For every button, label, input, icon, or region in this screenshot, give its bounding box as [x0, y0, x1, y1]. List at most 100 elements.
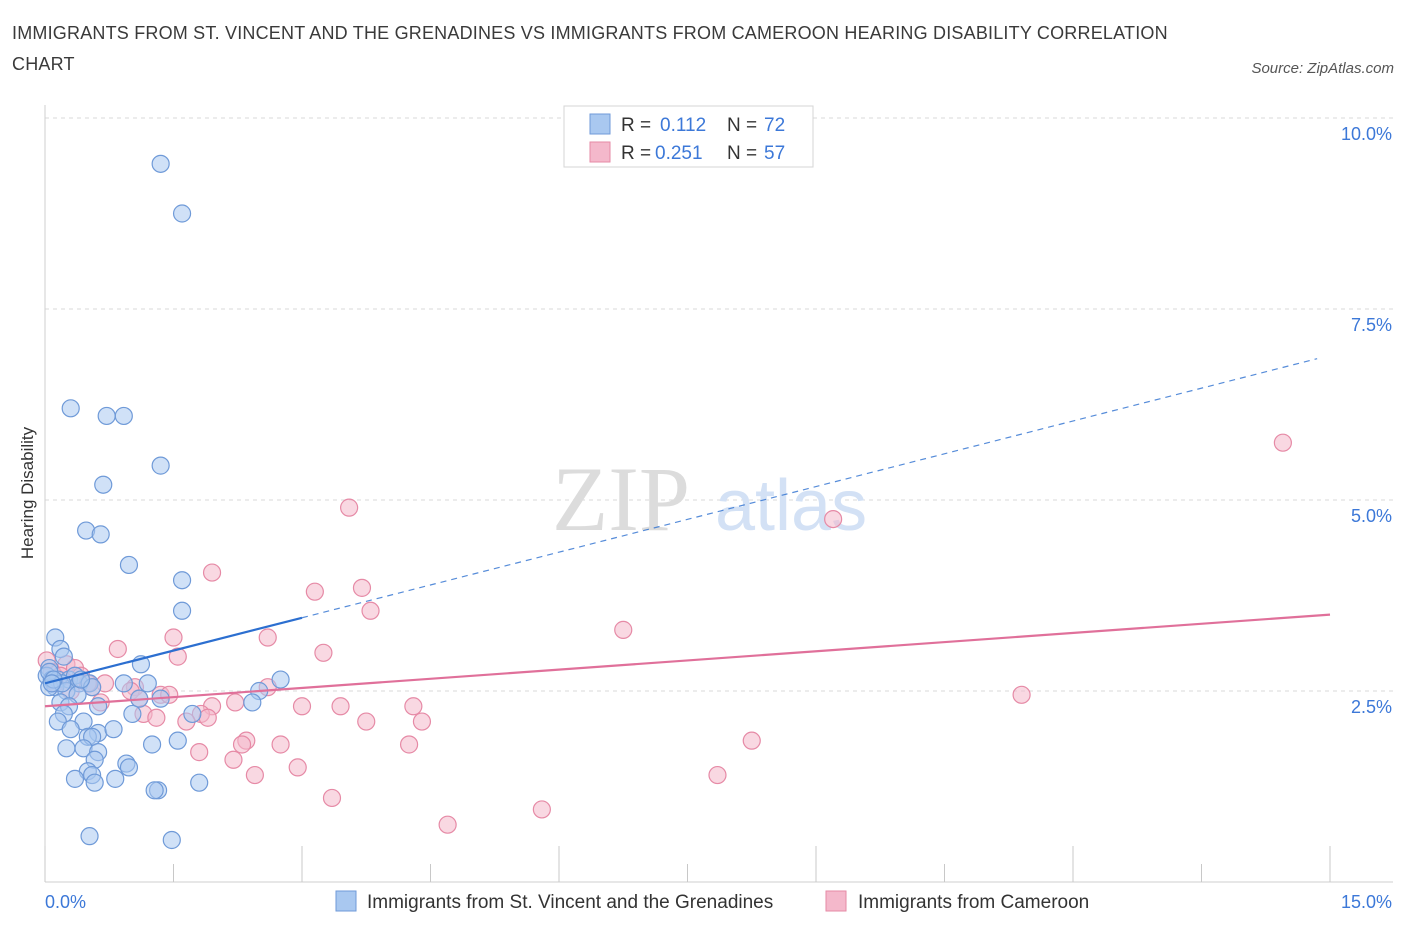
point-st-vincent	[114, 674, 133, 693]
y-tick-label: 7.5%	[1351, 315, 1392, 335]
point-cameroon	[824, 509, 843, 529]
point-st-vincent	[114, 406, 133, 426]
point-cameroon	[292, 697, 312, 716]
point-st-vincent	[89, 697, 108, 716]
point-st-vincent	[172, 204, 192, 223]
point-cameroon	[147, 708, 166, 727]
legend-swatch-blue	[589, 113, 611, 135]
legend-bottom: Immigrants from St. Vincent and the Gren…	[335, 890, 1089, 913]
point-st-vincent	[91, 525, 110, 544]
legend-r-label-2: R =	[621, 143, 651, 164]
point-st-vincent	[119, 555, 139, 575]
point-cameroon	[258, 628, 277, 647]
point-st-vincent	[145, 781, 164, 800]
y-tick-label: 10.0%	[1341, 124, 1392, 144]
point-cameroon	[226, 693, 245, 712]
point-st-vincent	[80, 827, 99, 846]
point-st-vincent	[243, 693, 262, 712]
point-cameroon	[164, 628, 183, 647]
point-st-vincent	[162, 830, 181, 850]
point-cameroon	[1012, 685, 1031, 704]
point-cameroon	[532, 800, 551, 819]
legend-bottom-swatch-pink	[825, 890, 847, 912]
point-st-vincent	[142, 735, 162, 754]
point-cameroon	[1273, 433, 1292, 452]
point-st-vincent	[61, 399, 80, 418]
trend-line-st-vincent-solid	[44, 616, 303, 685]
point-cameroon	[202, 563, 222, 582]
point-cameroon	[190, 743, 209, 762]
point-cameroon	[352, 578, 372, 597]
point-cameroon	[271, 735, 290, 754]
legend-bottom-label-pink: Immigrants from Cameroon	[858, 892, 1089, 913]
legend-n-value-1: 72	[764, 115, 785, 136]
point-cameroon	[305, 582, 324, 601]
grid-lines	[45, 117, 1393, 692]
legend-r-value-1: 0.112	[660, 115, 706, 136]
point-cameroon	[614, 620, 633, 639]
trend-line-cameroon	[44, 613, 1331, 708]
point-st-vincent	[85, 773, 104, 792]
x-axis-ticks	[44, 846, 1331, 882]
x-tick-label-min: 0.0%	[45, 892, 86, 912]
x-tick-label-max: 15.0%	[1341, 892, 1392, 912]
trend-lines	[44, 358, 1331, 708]
point-cameroon	[361, 601, 380, 620]
point-st-vincent	[183, 704, 202, 724]
point-cameroon	[198, 708, 217, 727]
legend-r-value-2: 0.251	[655, 143, 703, 164]
point-st-vincent	[42, 674, 61, 693]
legend-n-label-1: N =	[727, 115, 757, 136]
legend-r-label-1: R =	[621, 115, 651, 136]
series-st-vincent-points	[37, 154, 290, 850]
chart-title: IMMIGRANTS FROM ST. VINCENT AND THE GREN…	[12, 23, 1168, 74]
point-st-vincent	[190, 773, 209, 792]
watermark-atlas: atlas	[715, 466, 867, 546]
point-st-vincent	[97, 406, 116, 426]
point-st-vincent	[168, 731, 187, 750]
point-st-vincent	[172, 571, 192, 590]
trend-line-st-vincent-dashed	[301, 358, 1318, 619]
point-st-vincent	[119, 758, 139, 777]
legend-bottom-swatch-blue	[335, 890, 357, 912]
point-st-vincent	[65, 769, 85, 788]
point-st-vincent	[54, 647, 73, 666]
point-st-vincent	[94, 475, 113, 494]
point-cameroon	[742, 731, 761, 750]
point-st-vincent	[104, 720, 123, 739]
legend-n-value-2: 57	[764, 143, 785, 164]
point-cameroon	[438, 815, 457, 834]
point-cameroon	[412, 712, 432, 731]
point-st-vincent	[151, 154, 170, 173]
y-tick-label: 5.0%	[1351, 506, 1392, 526]
point-cameroon	[314, 643, 333, 662]
point-cameroon	[331, 697, 350, 716]
point-cameroon	[404, 697, 423, 716]
point-cameroon	[322, 788, 342, 808]
legend-swatch-pink	[589, 141, 611, 163]
y-tick-labels: 2.5% 5.0% 7.5% 10.0%	[1341, 124, 1392, 717]
point-cameroon	[232, 735, 252, 754]
point-st-vincent	[271, 670, 290, 689]
point-st-vincent	[172, 601, 192, 620]
y-tick-label: 2.5%	[1351, 697, 1392, 717]
point-st-vincent	[61, 720, 80, 739]
point-cameroon	[708, 765, 727, 785]
point-st-vincent	[151, 456, 170, 475]
watermark-zip: ZIP	[552, 448, 690, 550]
legend-top: R = 0.112 N = 72 R = 0.251 N = 57	[563, 105, 814, 168]
legend-n-label-2: N =	[727, 143, 757, 164]
point-cameroon	[288, 758, 307, 777]
point-cameroon	[340, 498, 359, 517]
point-st-vincent	[138, 674, 157, 693]
point-st-vincent	[106, 769, 125, 788]
point-st-vincent	[57, 739, 76, 758]
point-cameroon	[168, 647, 187, 666]
point-st-vincent	[123, 704, 142, 724]
point-cameroon	[357, 712, 376, 731]
point-cameroon	[108, 639, 127, 659]
legend-bottom-label-blue: Immigrants from St. Vincent and the Gren…	[367, 892, 773, 913]
point-cameroon	[224, 750, 243, 769]
source-credit: Source: ZipAtlas.com	[1251, 60, 1394, 77]
